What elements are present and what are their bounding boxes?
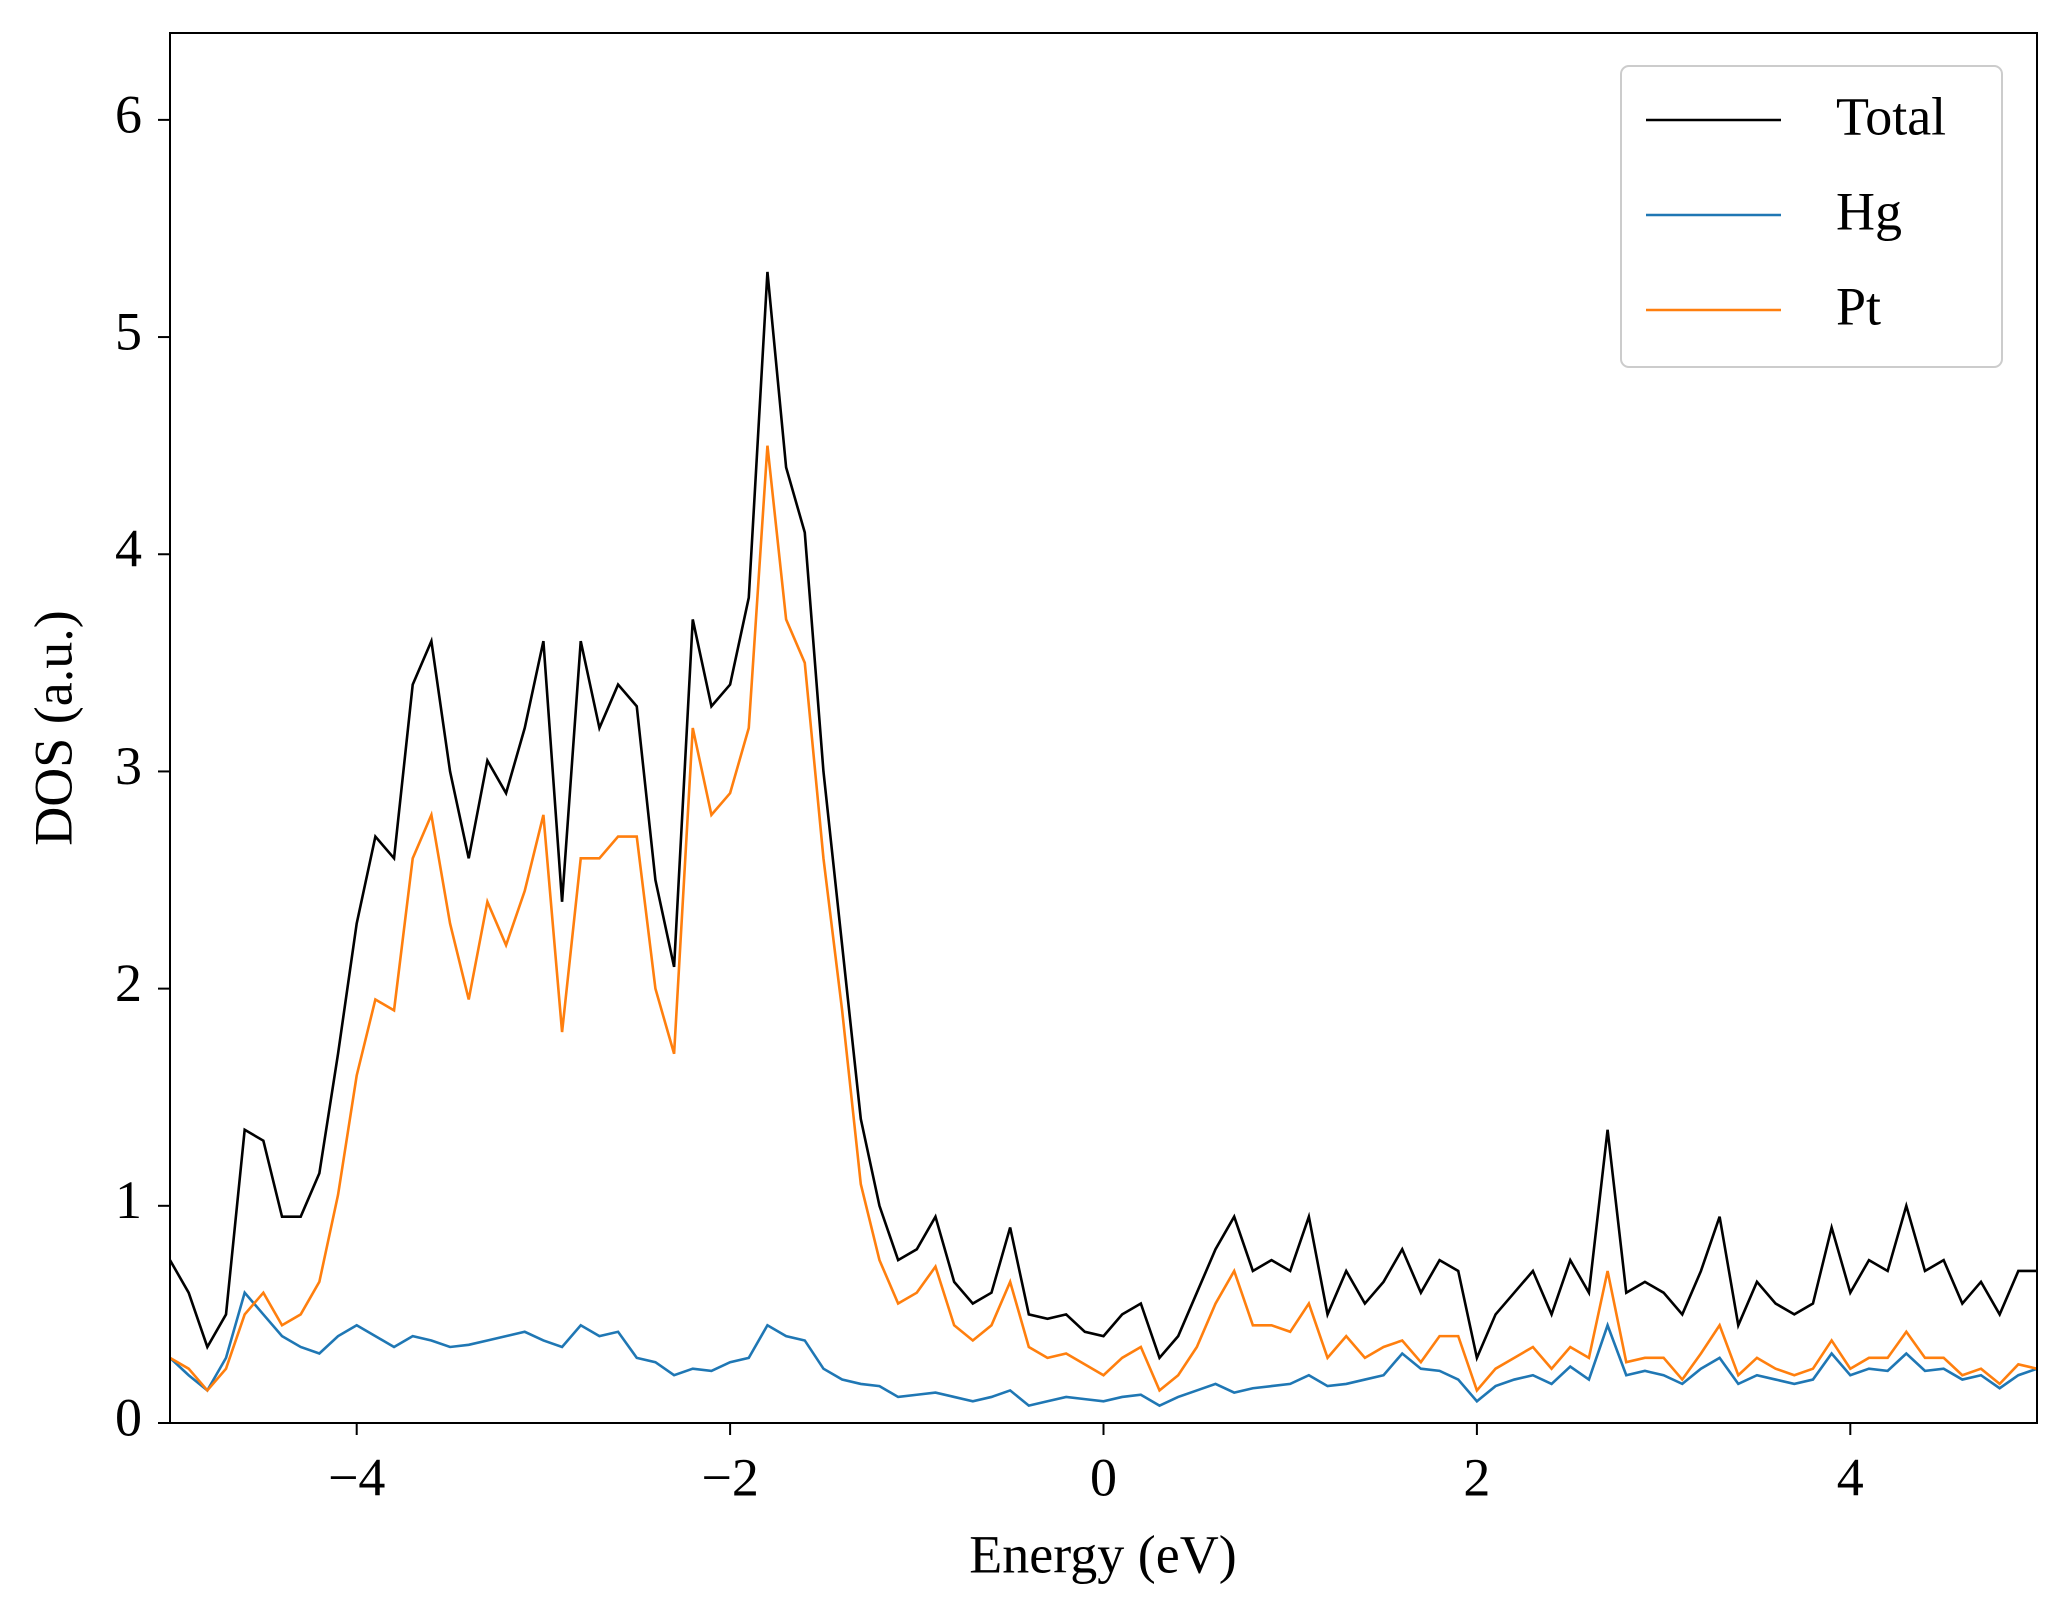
plot-frame <box>169 32 2038 1424</box>
y-tick-label: 3 <box>115 736 142 796</box>
y-tick-label: 6 <box>115 84 142 144</box>
x-tick-label: 0 <box>1090 1447 1117 1507</box>
y-tick-label: 2 <box>115 953 142 1013</box>
legend-label: Total <box>1836 86 1946 146</box>
series-line <box>170 271 2037 1363</box>
series-line <box>170 445 2037 1393</box>
x-tick-label: 4 <box>1837 1447 1864 1507</box>
series-line <box>170 1290 2037 1408</box>
legend-label: Hg <box>1836 181 1902 241</box>
x-tick-label: −2 <box>701 1447 758 1507</box>
legend-label: Pt <box>1836 276 1881 336</box>
y-axis-label: DOS (a.u.) <box>23 610 83 845</box>
x-tick-label: −4 <box>328 1447 385 1507</box>
x-axis-label: Energy (eV) <box>969 1524 1236 1584</box>
y-tick-label: 1 <box>115 1170 142 1230</box>
y-tick-label: 4 <box>115 519 142 579</box>
legend-box <box>1620 65 2003 368</box>
y-tick-label: 5 <box>115 301 142 361</box>
x-tick-label: 2 <box>1463 1447 1490 1507</box>
y-tick-label: 0 <box>115 1387 142 1447</box>
